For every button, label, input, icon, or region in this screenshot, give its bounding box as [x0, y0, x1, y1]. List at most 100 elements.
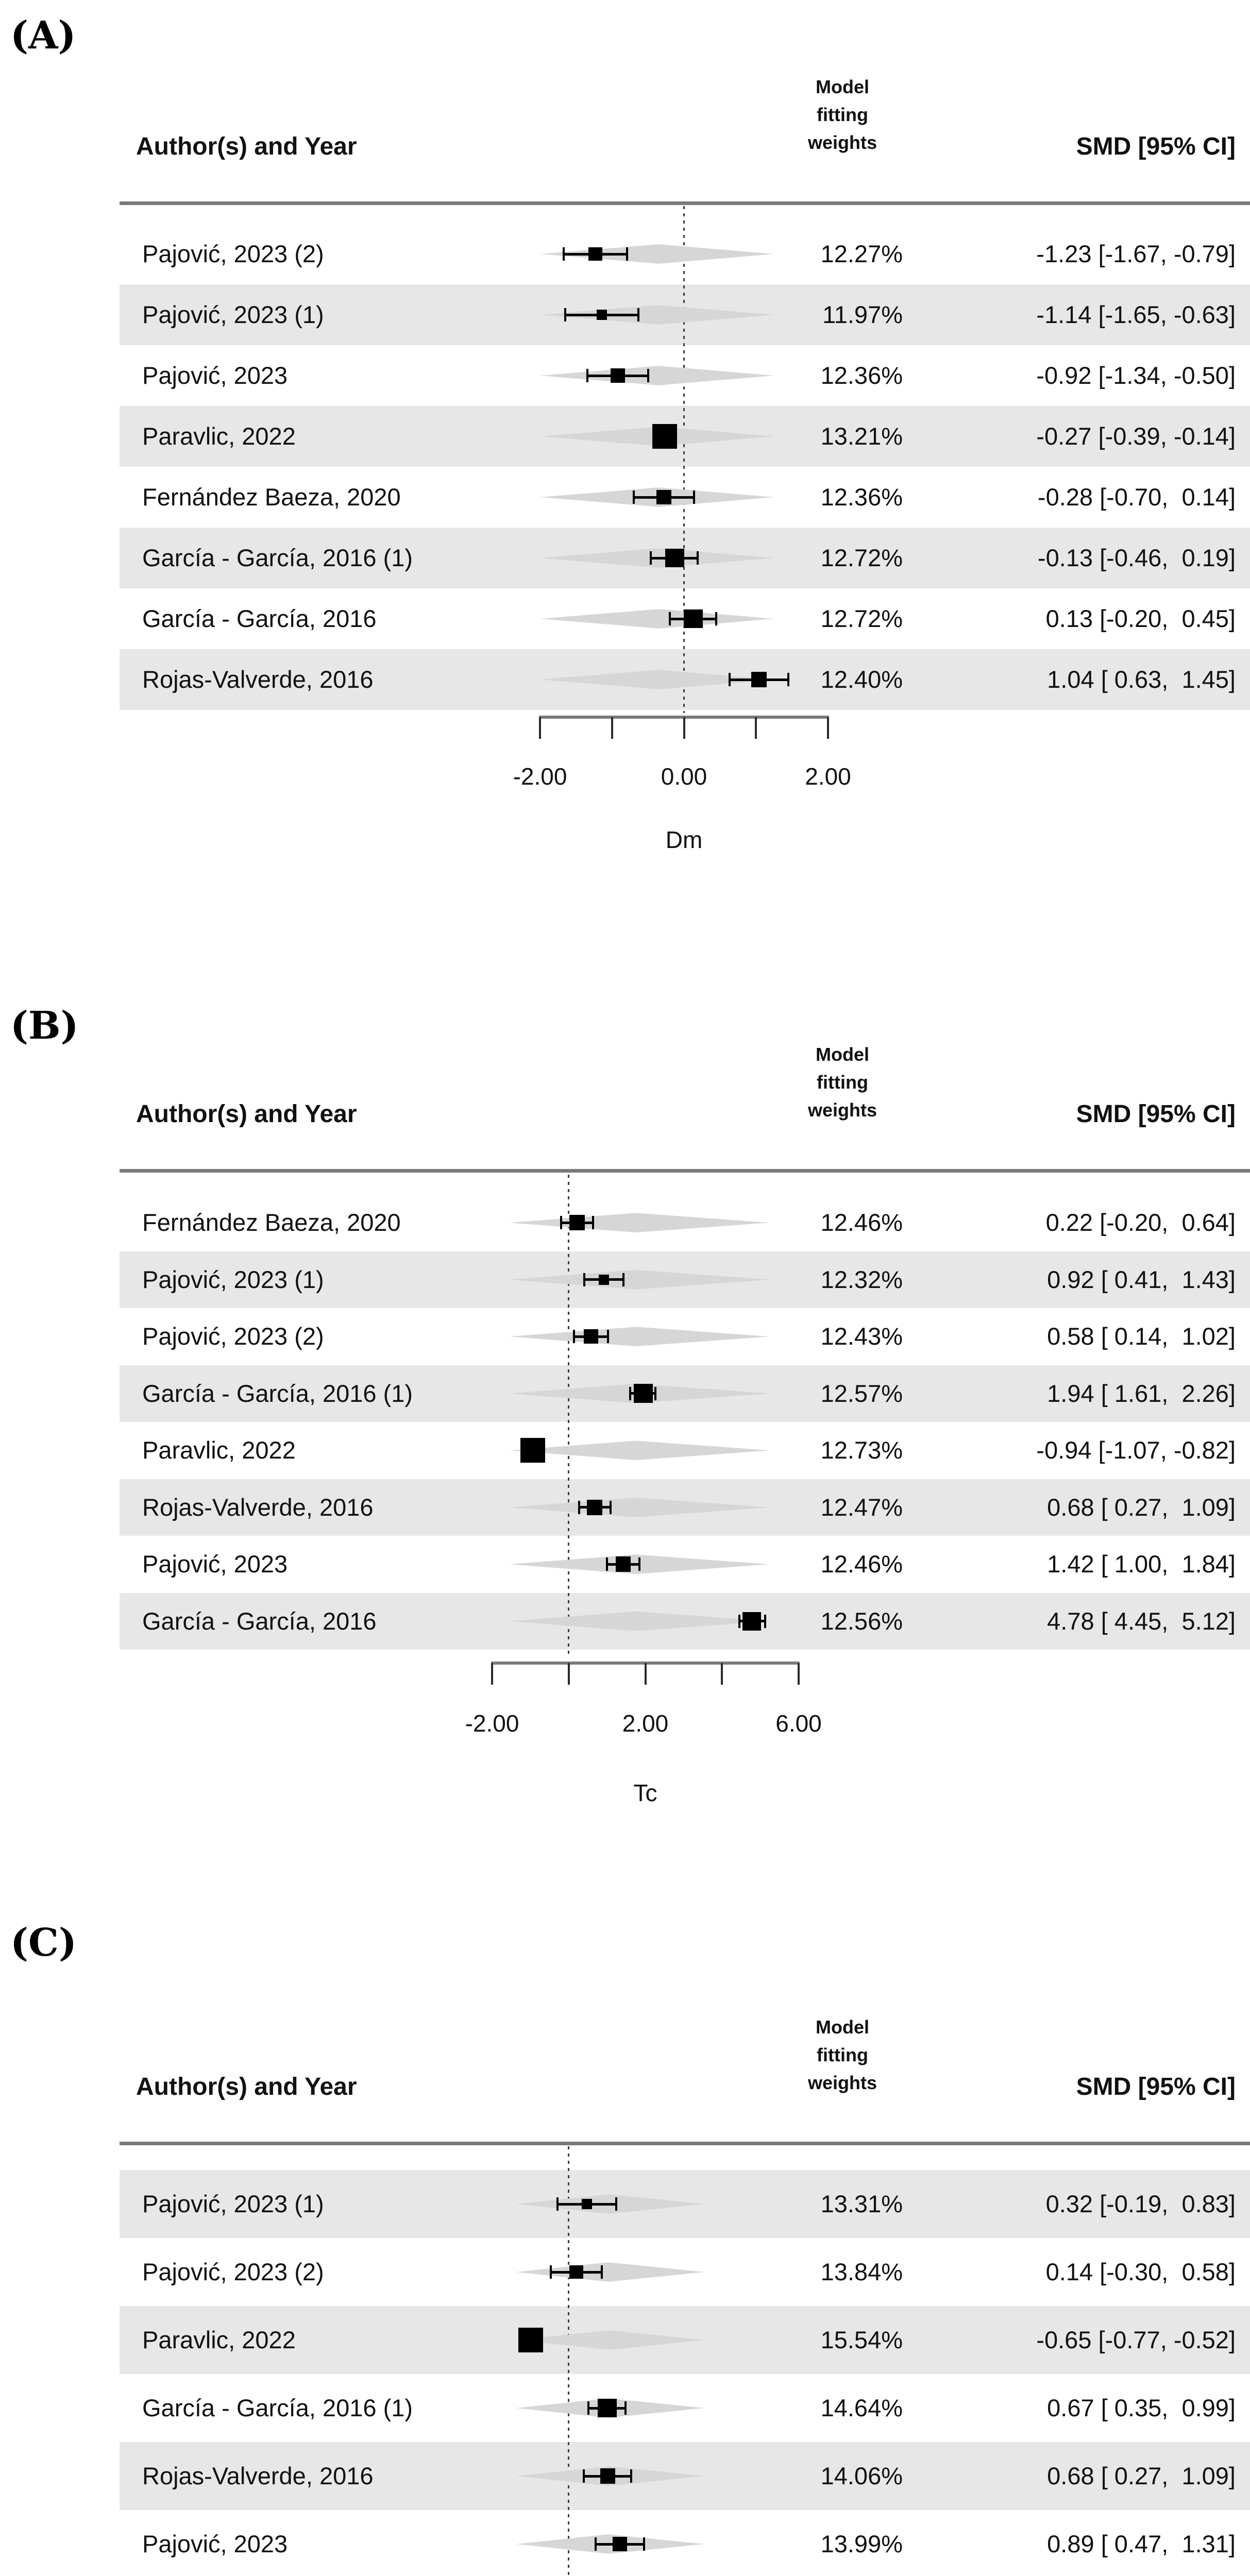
- ci-cap-left: [573, 1330, 576, 1344]
- smd-value: -0.94 [-1.07, -0.82]: [1036, 1436, 1236, 1464]
- estimate-square: [599, 1274, 610, 1285]
- smd-value: 1.94 [ 1.61, 2.26]: [1047, 1379, 1236, 1407]
- estimate-square: [584, 1329, 598, 1344]
- column-header-smd: SMD [95% CI]: [1076, 1100, 1236, 1128]
- study-label: Pajović, 2023: [142, 2530, 288, 2557]
- axis-title: Tc: [633, 1780, 657, 1806]
- estimate-square: [684, 609, 703, 629]
- ci-cap-left: [563, 247, 565, 261]
- weight-value: 12.46%: [820, 1209, 903, 1236]
- column-header-weights-line: fitting: [817, 2044, 868, 2065]
- study-label: Pajović, 2023 (1): [142, 2190, 324, 2217]
- smd-value: -0.92 [-1.34, -0.50]: [1036, 362, 1236, 389]
- study-label: Pajović, 2023 (1): [142, 1265, 324, 1293]
- ci-cap-left: [556, 2197, 559, 2211]
- weight-value: 12.32%: [820, 1265, 903, 1293]
- smd-value: -0.13 [-0.46, 0.19]: [1037, 544, 1236, 571]
- zero-reference-line: [567, 2146, 569, 2576]
- study-label: Pajović, 2023 (2): [142, 240, 324, 267]
- study-label: Pajović, 2023 (2): [142, 2258, 324, 2285]
- ci-cap-right: [715, 612, 718, 625]
- header-rule: [120, 201, 1250, 205]
- axis-tick: [721, 1663, 723, 1685]
- ci-cap-left: [587, 2401, 590, 2415]
- study-label: Paravlic, 2022: [142, 422, 296, 450]
- study-label: García - García, 2016: [142, 1607, 377, 1635]
- study-label: Pajović, 2023 (1): [142, 301, 324, 328]
- column-header-weights-line: fitting: [817, 104, 868, 125]
- axis-tick-label: 2.00: [805, 763, 851, 790]
- zero-reference-line: [568, 1175, 570, 1654]
- weight-kite: [509, 1327, 770, 1347]
- estimate-square: [581, 2199, 592, 2209]
- estimate-square: [569, 2265, 584, 2279]
- weight-value: 12.40%: [820, 666, 903, 693]
- axis-tick: [611, 717, 613, 739]
- axis-tick-label: 6.00: [775, 1710, 822, 1737]
- estimate-square: [751, 672, 767, 687]
- axis-tick: [644, 1663, 647, 1685]
- smd-value: 0.68 [ 0.27, 1.09]: [1047, 2462, 1236, 2489]
- ci-cap-left: [550, 2265, 552, 2279]
- smd-value: -0.65 [-0.77, -0.52]: [1036, 2326, 1236, 2353]
- weight-value: 14.64%: [820, 2394, 903, 2421]
- weight-value: 15.54%: [820, 2326, 903, 2353]
- ci-cap-right: [654, 1386, 656, 1400]
- estimate-square: [610, 368, 626, 383]
- smd-value: 4.78 [ 4.45, 5.12]: [1047, 1607, 1236, 1635]
- smd-value: 0.13 [-0.20, 0.45]: [1045, 605, 1236, 632]
- column-header-author: Author(s) and Year: [136, 1100, 357, 1128]
- estimate-square: [612, 2536, 628, 2552]
- weight-kite: [509, 1213, 770, 1233]
- axis-tick: [539, 717, 541, 739]
- study-label: García - García, 2016 (1): [142, 1379, 413, 1407]
- smd-value: -0.27 [-0.39, -0.14]: [1036, 422, 1236, 450]
- ci-cap-left: [650, 551, 652, 565]
- ci-cap-right: [697, 551, 699, 565]
- estimate-square: [597, 310, 607, 320]
- weight-value: 11.97%: [822, 301, 903, 328]
- weight-value: 12.72%: [820, 605, 903, 632]
- ci-cap-left: [564, 308, 566, 321]
- column-header-author: Author(s) and Year: [136, 2073, 357, 2100]
- weight-value: 13.31%: [820, 2190, 903, 2217]
- column-header-weights-line: fitting: [817, 1072, 868, 1093]
- weight-value: 13.99%: [820, 2530, 903, 2557]
- ci-cap-right: [615, 2197, 618, 2211]
- study-label: Pajović, 2023 (2): [142, 1323, 324, 1350]
- column-header-weights-line: weights: [807, 2072, 877, 2093]
- column-header-weights-line: weights: [807, 132, 877, 153]
- ci-cap-right: [638, 1557, 640, 1571]
- study-label: Rojas-Valverde, 2016: [142, 666, 374, 693]
- smd-value: -0.28 [-0.70, 0.14]: [1037, 483, 1236, 511]
- weight-value: 12.73%: [820, 1436, 903, 1464]
- ci-cap-left: [632, 490, 635, 504]
- column-header-weights-line: weights: [807, 1099, 877, 1121]
- smd-value: 0.14 [-0.30, 0.58]: [1045, 2258, 1236, 2285]
- weight-value: 12.47%: [820, 1493, 903, 1521]
- smd-value: 1.04 [ 0.63, 1.45]: [1047, 666, 1236, 693]
- axis-tick: [827, 717, 829, 739]
- ci-cap-right: [606, 1330, 609, 1344]
- smd-value: 0.67 [ 0.35, 0.99]: [1047, 2394, 1236, 2421]
- ci-cap-right: [609, 1500, 612, 1514]
- column-header-author: Author(s) and Year: [136, 133, 357, 160]
- estimate-square: [600, 2468, 616, 2484]
- ci-cap-left: [594, 2537, 597, 2551]
- ci-cap-left: [728, 673, 731, 686]
- smd-value: 0.32 [-0.19, 0.83]: [1045, 2190, 1236, 2217]
- ci-cap-left: [606, 1557, 609, 1571]
- estimate-square: [588, 247, 602, 261]
- study-label: Pajović, 2023: [142, 1550, 288, 1578]
- estimate-square: [656, 489, 671, 505]
- ci-cap-right: [624, 2401, 627, 2415]
- axis-title: Dm: [665, 826, 703, 853]
- weight-value: 14.06%: [820, 2462, 903, 2489]
- weight-value: 12.43%: [820, 1323, 903, 1350]
- estimate-square: [615, 1556, 631, 1572]
- ci-cap-right: [764, 1614, 766, 1628]
- axis-tick-label: -2.00: [465, 1710, 519, 1737]
- ci-cap-right: [630, 2469, 633, 2483]
- weight-value: 12.36%: [820, 483, 903, 511]
